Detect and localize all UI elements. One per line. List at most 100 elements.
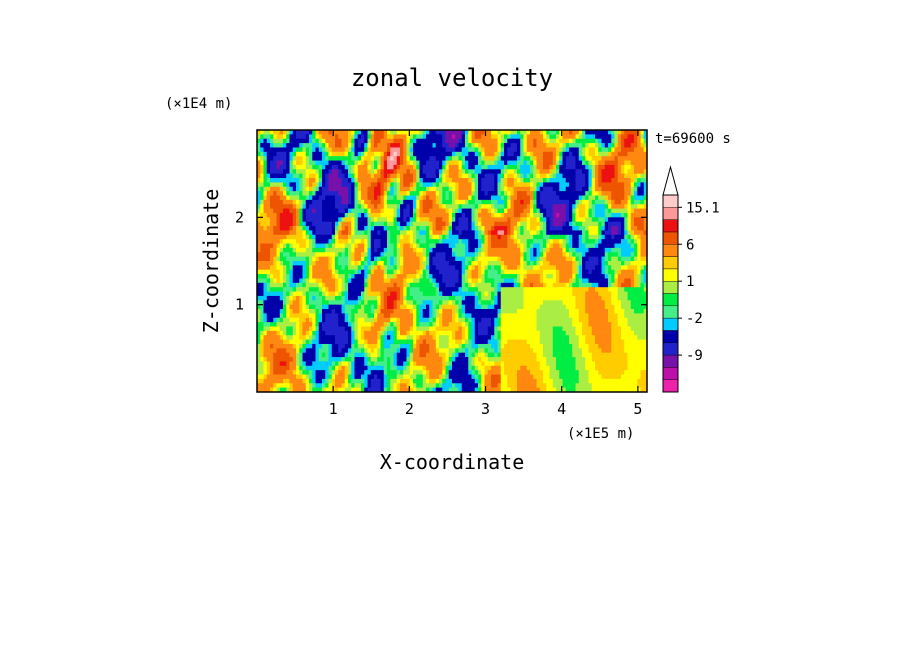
field-cell (608, 138, 612, 144)
field-cell (624, 239, 628, 244)
field-cell (309, 291, 313, 297)
field-cell (533, 247, 537, 253)
field-cell (400, 234, 404, 240)
field-cell (435, 269, 440, 275)
field-cell (442, 282, 446, 288)
field-cell (367, 173, 372, 179)
field-cell (461, 130, 466, 135)
field-cell (468, 138, 472, 144)
field-cell (341, 239, 346, 244)
field-cell (637, 134, 641, 140)
field-cell (432, 221, 437, 227)
field-cell (266, 239, 271, 244)
field-cell (504, 278, 508, 284)
field-cell (270, 269, 274, 275)
field-cell (354, 138, 359, 144)
field-cell (367, 304, 372, 310)
field-cell (484, 282, 489, 288)
field-cell (315, 199, 320, 205)
field-cell (494, 186, 498, 192)
field-cell (409, 147, 414, 153)
field-cell (569, 186, 573, 192)
field-cell (637, 208, 641, 214)
field-cell (331, 204, 336, 209)
field-cell (292, 252, 297, 258)
field-cell (370, 247, 375, 253)
field-cell (419, 160, 424, 166)
field-cell (403, 295, 407, 301)
field-cell (487, 156, 492, 161)
field-cell (448, 239, 453, 244)
field-cell (292, 221, 297, 227)
field-cell (614, 186, 619, 192)
field-cell (624, 208, 628, 214)
field-cell (504, 226, 508, 231)
field-cell (530, 282, 534, 288)
field-cell (630, 186, 635, 192)
field-cell (435, 147, 440, 153)
field-cell (361, 243, 365, 249)
field-cell (390, 261, 394, 266)
field-cell (387, 173, 391, 179)
field-cell (419, 164, 424, 170)
field-cell (517, 169, 521, 175)
field-cell (559, 164, 563, 170)
field-cell (292, 182, 297, 188)
field-cell (530, 156, 534, 161)
field-cell (458, 239, 463, 244)
field-cell (627, 234, 632, 240)
field-cell (270, 160, 274, 166)
field-cell (426, 143, 430, 148)
field-cell (409, 309, 414, 314)
field-cell (409, 182, 414, 188)
field-cell (374, 147, 378, 153)
field-cell (325, 282, 329, 288)
field-cell (442, 173, 446, 179)
field-cell (598, 274, 602, 279)
field-cell (491, 156, 495, 161)
field-cell (465, 186, 469, 192)
field-cell (448, 204, 453, 209)
field-cell (533, 217, 537, 223)
field-cell (634, 212, 638, 218)
field-cell (530, 134, 534, 140)
field-cell (481, 143, 485, 148)
field-cell (276, 156, 281, 161)
field-cell (556, 212, 560, 218)
field-cell (435, 291, 440, 297)
field-cell (455, 169, 459, 175)
field-cell (283, 151, 287, 157)
field-cell (504, 178, 508, 183)
field-cell (634, 173, 638, 179)
field-cell (520, 195, 524, 201)
field-cell (569, 282, 573, 288)
field-cell (354, 160, 359, 166)
field-cell (604, 199, 609, 205)
field-cell (562, 282, 567, 288)
field-cell (513, 143, 518, 148)
field-cell (439, 160, 443, 166)
field-cell (312, 173, 316, 179)
field-cell (328, 300, 333, 306)
field-cell (299, 178, 303, 183)
field-cell (354, 217, 359, 223)
field-cell (351, 252, 355, 258)
field-cell (315, 186, 320, 192)
field-cell (585, 191, 589, 196)
field-cell (471, 164, 476, 170)
field-cell (439, 156, 443, 161)
field-cell (403, 169, 407, 175)
field-cell (279, 309, 284, 314)
field-cell (344, 243, 349, 249)
field-cell (530, 300, 534, 306)
field-cell (448, 138, 453, 144)
field-cell (484, 160, 489, 166)
field-cell (461, 265, 466, 271)
field-cell (478, 138, 482, 144)
field-cell (536, 304, 541, 310)
field-cell (520, 143, 524, 148)
field-cell (299, 282, 303, 288)
field-cell (582, 265, 586, 271)
field-cell (302, 309, 307, 314)
field-cell (604, 287, 609, 292)
